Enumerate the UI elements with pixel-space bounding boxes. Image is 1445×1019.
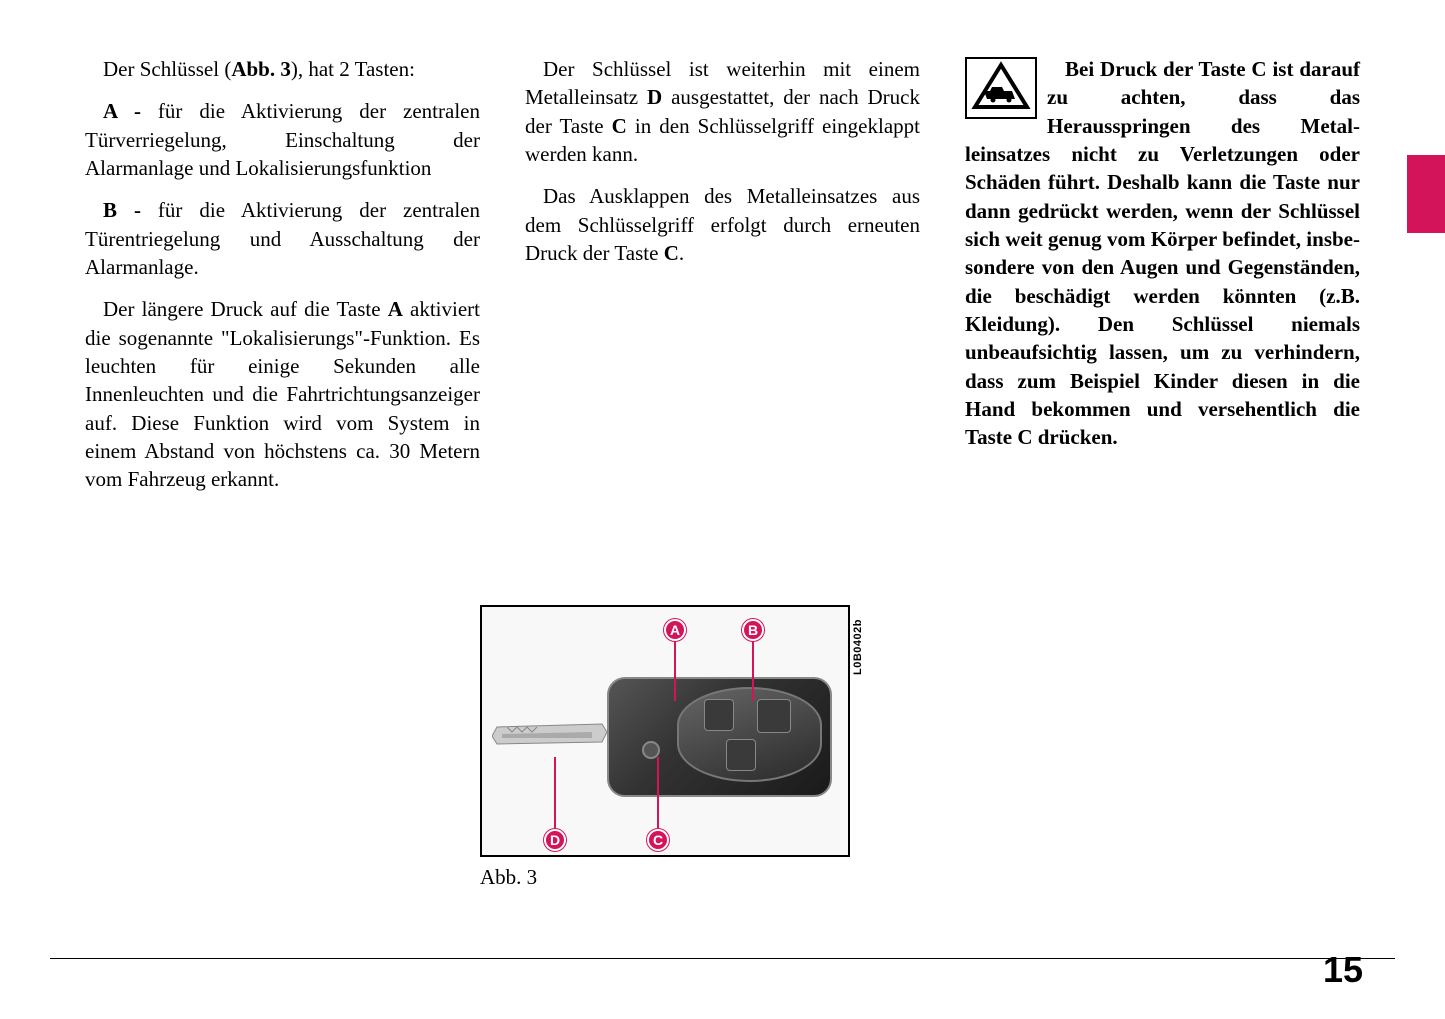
text: Der Schlüssel ( (103, 57, 231, 81)
callout-a: A (664, 619, 686, 641)
page-number: 15 (1323, 949, 1363, 991)
text-bold: D (647, 85, 662, 109)
figure-caption: Abb. 3 (480, 865, 850, 890)
col2-p1: Der Schlüssel ist weiterhin mit einem Me… (525, 55, 920, 168)
text: Das Ausklappen des Metalleinsatzes aus d… (525, 184, 920, 265)
text: aktiviert die sogenannte "Lokalisie­rung… (85, 297, 480, 491)
col2-p2: Das Ausklappen des Metalleinsatzes aus d… (525, 182, 920, 267)
callout-d: D (544, 829, 566, 851)
callout-line (554, 757, 556, 831)
key-blade (492, 712, 612, 757)
callout-line (752, 641, 754, 701)
key-button-c (726, 739, 756, 771)
callout-line (674, 641, 676, 701)
figure-3: L0B0402b A B C D Abb. 3 (480, 605, 850, 890)
key-button-b (757, 699, 791, 733)
figure-box: L0B0402b A B C D (480, 605, 850, 857)
warning-box: Bei Druck der Taste C ist darauf zu acht… (965, 55, 1360, 452)
col1-p4: Der längere Druck auf die Taste A aktivi… (85, 295, 480, 493)
text-bold: Abb. 3 (231, 57, 291, 81)
callout-b: B (742, 619, 764, 641)
col1-p1: Der Schlüssel (Abb. 3), hat 2 Ta­sten: (85, 55, 480, 83)
text-bold: B - (103, 198, 158, 222)
callout-line (657, 757, 659, 831)
column-3: Bei Druck der Taste C ist darauf zu acht… (965, 55, 1360, 885)
footer-rule (50, 958, 1395, 959)
page-tab (1407, 155, 1445, 233)
col1-p3: B - für die Aktivierung der zentra­len T… (85, 196, 480, 281)
text-bold: C (612, 114, 627, 138)
text-bold: C (664, 241, 679, 265)
warning-triangle-icon (965, 57, 1037, 119)
figure-code: L0B0402b (852, 619, 864, 675)
callout-c: C (647, 829, 669, 851)
key-button-a (704, 699, 734, 731)
text: Der längere Druck auf die Taste (103, 297, 388, 321)
text-bold: A (388, 297, 403, 321)
text-bold: A - (103, 99, 158, 123)
text: ), hat 2 Ta­sten: (291, 57, 415, 81)
text: . (679, 241, 684, 265)
column-1: Der Schlüssel (Abb. 3), hat 2 Ta­sten: A… (85, 55, 480, 885)
col1-p2: A - für die Aktivierung der zentra­len T… (85, 97, 480, 182)
